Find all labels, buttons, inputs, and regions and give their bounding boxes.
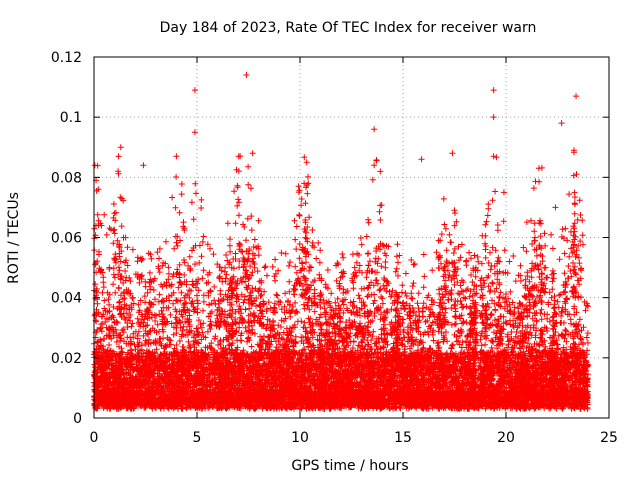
y-tick-label: 0.04: [51, 291, 82, 307]
chart-title: Day 184 of 2023, Rate Of TEC Index for r…: [160, 20, 537, 36]
x-tick-label: 10: [291, 430, 309, 446]
axis-ticks: [93, 56, 610, 419]
y-tick-labels: 0 0.02 0.04 0.06 0.08 0.1 0.12: [51, 50, 82, 427]
x-tick-label: 25: [600, 430, 618, 446]
outlier-point: [490, 87, 497, 94]
outlier-point: [173, 153, 180, 160]
outlier-point: [191, 87, 198, 94]
x-tick-label: 5: [193, 430, 202, 446]
outlier-point: [570, 147, 577, 154]
outlier-point: [558, 120, 565, 127]
y-tick-label: 0.08: [51, 170, 82, 186]
data-points: [91, 72, 591, 412]
scatter-points: [91, 149, 591, 412]
x-tick-label: 20: [497, 430, 515, 446]
outlier-point: [140, 162, 147, 169]
outlier-point: [371, 126, 378, 133]
outlier-point: [535, 165, 542, 172]
x-tick-label: 0: [90, 430, 99, 446]
outlier-point: [490, 114, 497, 121]
outlier-point: [490, 153, 497, 160]
y-tick-label: 0.1: [60, 110, 82, 126]
y-tick-label: 0.02: [51, 351, 82, 367]
x-axis-label: GPS time / hours: [291, 458, 408, 474]
outlier-point: [371, 162, 378, 169]
outlier-point: [305, 180, 312, 187]
y-axis-label: ROTI / TECUs: [6, 192, 22, 284]
outlier-point: [552, 204, 559, 211]
outlier-point: [573, 93, 580, 100]
outlier-point: [191, 129, 198, 136]
outlier-point: [500, 189, 507, 196]
x-tick-label: 15: [394, 430, 412, 446]
outlier-point: [249, 150, 256, 157]
y-tick-label: 0.06: [51, 231, 82, 247]
outlier-point: [117, 144, 124, 151]
x-tick-labels: 0 5 10 15 20 25: [90, 430, 618, 446]
outlier-point: [418, 156, 425, 163]
y-tick-label: 0.12: [51, 50, 82, 66]
outlier-point: [449, 150, 456, 157]
outlier-point: [243, 72, 250, 79]
outlier-point: [377, 168, 384, 175]
y-tick-label: 0: [73, 411, 82, 427]
